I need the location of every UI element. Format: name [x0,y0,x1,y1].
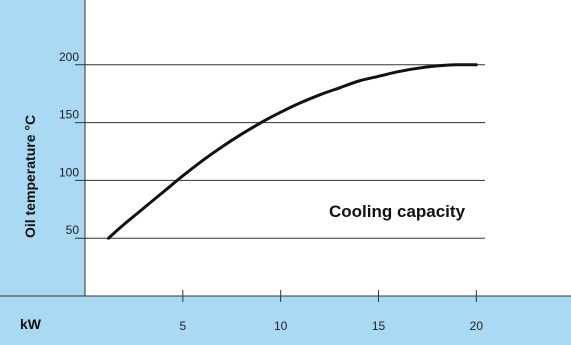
left-panel [0,0,85,345]
x-unit-label: kW [20,316,42,332]
plot-area [85,0,571,296]
y-tick-label: 150 [59,108,79,122]
grid-lines [75,64,485,239]
x-tick-label: 20 [470,319,484,333]
x-tick-label: 5 [179,319,186,333]
x-tick-label: 10 [274,319,288,333]
y-tick-label: 200 [59,50,79,64]
x-tick-label: 15 [372,319,386,333]
x-tick-labels: 5 10 15 20 [179,290,483,333]
y-tick-label: 50 [66,223,80,237]
series-line [107,63,478,240]
bottom-panel [0,296,571,345]
annotation-label: Cooling capacity [329,202,466,221]
y-axis-label: Oil temperature °C [22,115,38,238]
y-tick-labels: 50 100 150 200 [59,50,79,237]
y-tick-label: 100 [59,165,79,179]
